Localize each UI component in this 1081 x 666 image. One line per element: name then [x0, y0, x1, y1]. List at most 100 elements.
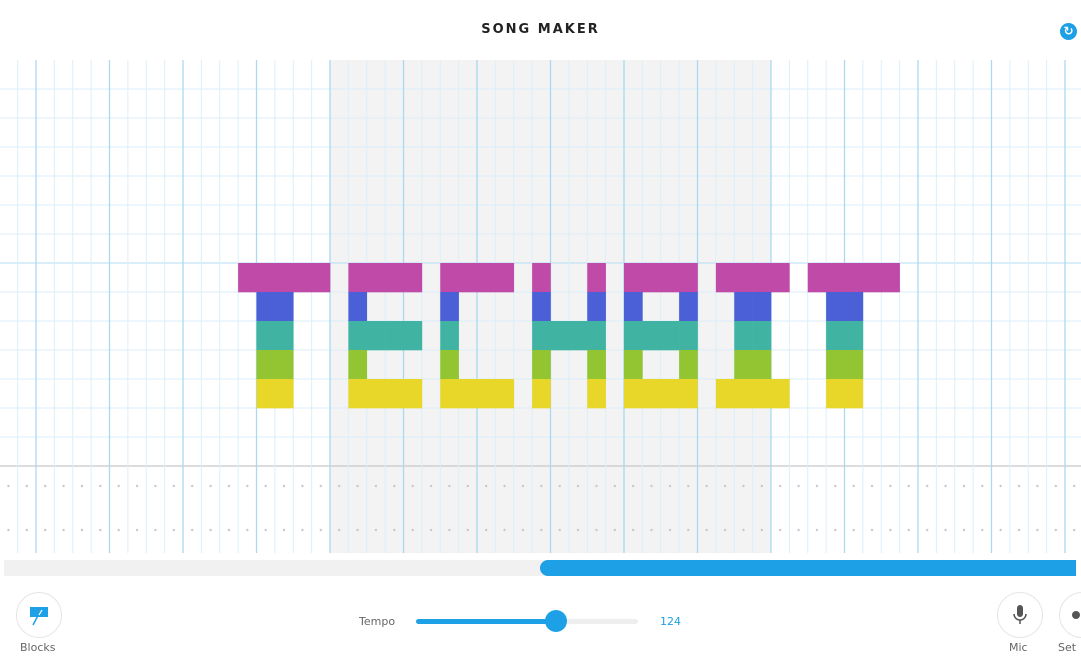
percussion-dot	[227, 528, 231, 532]
note-block	[440, 350, 459, 380]
tempo-value: 124	[660, 615, 681, 628]
percussion-dot	[723, 484, 727, 488]
note-block	[752, 379, 772, 409]
percussion-dot	[540, 484, 543, 488]
note-block	[532, 263, 551, 293]
percussion-dot	[356, 528, 359, 532]
percussion-dot	[962, 484, 966, 488]
note-block	[550, 321, 570, 351]
note-block	[348, 292, 368, 322]
note-block	[679, 350, 698, 380]
percussion-dot	[209, 528, 212, 532]
percussion-dot	[834, 484, 837, 488]
note-block	[734, 292, 753, 322]
note-block	[293, 263, 312, 293]
note-block	[238, 263, 257, 293]
percussion-dot	[227, 484, 231, 488]
percussion-dot	[172, 484, 176, 488]
percussion-dot	[705, 484, 708, 488]
percussion-dot	[117, 528, 120, 532]
note-block	[734, 350, 753, 380]
percussion-dot	[448, 528, 451, 532]
percussion-dot	[613, 484, 617, 488]
percussion-dot	[80, 484, 84, 488]
percussion-dot	[797, 528, 800, 532]
note-block	[826, 350, 845, 380]
percussion-dot	[43, 528, 47, 532]
percussion-dot	[43, 484, 47, 488]
mic-button[interactable]	[997, 592, 1043, 638]
percussion-dot	[595, 484, 598, 488]
percussion-dot	[889, 528, 892, 532]
percussion-dot	[374, 484, 378, 488]
percussion-dot	[264, 528, 267, 532]
percussion-dot	[668, 528, 672, 532]
note-block	[366, 379, 386, 409]
percussion-dot	[337, 484, 341, 488]
percussion-dot	[190, 528, 194, 532]
percussion-dot	[1036, 528, 1039, 532]
blocks-button[interactable]	[16, 592, 62, 638]
header: SONG MAKER ↻	[0, 0, 1081, 58]
percussion-dot	[99, 484, 102, 488]
note-block	[752, 292, 772, 322]
note-block	[532, 292, 551, 322]
note-block	[642, 263, 662, 293]
note-block	[844, 263, 864, 293]
percussion-dot	[1054, 528, 1058, 532]
percussion-dot	[797, 484, 800, 488]
percussion-dot	[540, 528, 543, 532]
refresh-icon[interactable]: ↻	[1060, 23, 1077, 40]
settings-button[interactable]	[1059, 592, 1081, 638]
percussion-dot	[999, 484, 1002, 488]
percussion-dot	[393, 484, 396, 488]
note-block	[311, 263, 331, 293]
note-block	[624, 321, 643, 351]
percussion-dot	[558, 484, 561, 488]
percussion-dot	[852, 484, 855, 488]
note-block	[587, 379, 606, 409]
percussion-dot	[393, 528, 396, 532]
note-block	[752, 321, 772, 351]
percussion-dot	[705, 528, 708, 532]
tempo-slider-handle[interactable]	[544, 610, 567, 632]
note-block	[679, 321, 698, 351]
percussion-dot	[7, 484, 10, 488]
note-block	[734, 263, 753, 293]
percussion-dot	[815, 484, 819, 488]
percussion-dot	[448, 484, 451, 488]
percussion-dot	[319, 528, 323, 532]
note-block	[844, 292, 864, 322]
note-block	[844, 321, 864, 351]
percussion-dot	[503, 484, 506, 488]
percussion-dot	[337, 528, 341, 532]
note-block	[256, 350, 276, 380]
song-grid[interactable]	[0, 60, 1081, 553]
percussion-dot	[172, 528, 176, 532]
scrollbar-thumb[interactable]	[540, 560, 1076, 576]
tempo-label: Tempo	[359, 615, 396, 628]
note-block	[495, 379, 515, 409]
percussion-dot	[99, 528, 102, 532]
note-block	[679, 379, 698, 409]
note-block	[366, 321, 386, 351]
percussion-dot	[521, 528, 525, 532]
note-block	[826, 321, 845, 351]
note-block	[532, 379, 551, 409]
note-block	[256, 321, 276, 351]
note-block	[256, 292, 276, 322]
note-block	[660, 321, 680, 351]
note-block	[715, 263, 735, 293]
percussion-dot	[411, 528, 414, 532]
tempo-slider[interactable]	[416, 610, 638, 632]
percussion-dot	[962, 528, 966, 532]
app-title: SONG MAKER	[481, 22, 600, 37]
percussion-dot	[282, 484, 286, 488]
percussion-dot	[907, 484, 911, 488]
percussion-dot	[484, 484, 488, 488]
percussion-dot	[7, 528, 10, 532]
note-block	[348, 350, 368, 380]
note-block	[274, 350, 294, 380]
note-block	[477, 379, 496, 409]
percussion-dot	[834, 528, 837, 532]
